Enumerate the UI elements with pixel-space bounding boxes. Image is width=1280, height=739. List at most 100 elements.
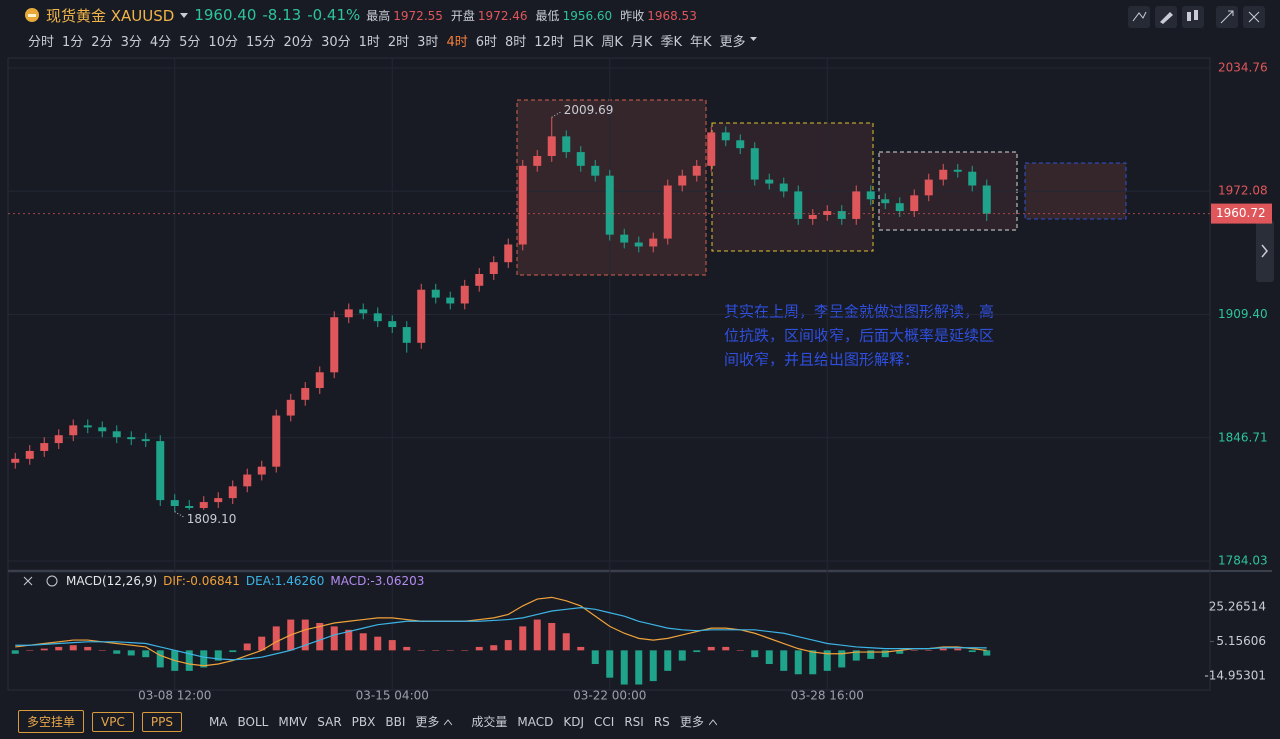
indicator[interactable]: PBX bbox=[351, 714, 376, 729]
candle-body bbox=[663, 185, 672, 239]
top-right-tools bbox=[1128, 6, 1274, 282]
candle-body bbox=[837, 211, 846, 219]
indicator[interactable]: 更多 bbox=[679, 715, 704, 729]
candle-body bbox=[576, 152, 585, 166]
candle-body bbox=[866, 191, 875, 200]
histogram-bar bbox=[954, 648, 962, 651]
timeframe-tab[interactable]: 8时 bbox=[505, 35, 527, 50]
legend-name: DEA: bbox=[246, 574, 275, 588]
histogram-bar bbox=[113, 650, 121, 654]
timeframe-tab[interactable]: 4时 bbox=[446, 35, 468, 50]
last-price-tag bbox=[1211, 203, 1272, 224]
last-price-label: 1960.72 bbox=[1216, 206, 1266, 220]
min-label: 1809.10 bbox=[187, 512, 237, 526]
stat-value: 1956.60 bbox=[562, 8, 613, 23]
candle-body bbox=[170, 500, 179, 506]
indicator[interactable]: RSI bbox=[624, 714, 644, 729]
timeframe-tab[interactable]: 6时 bbox=[475, 35, 498, 50]
timeframe-tab[interactable]: 更多 bbox=[719, 35, 746, 50]
toggle-arrow bbox=[1261, 244, 1268, 258]
stat-value: 1972.55 bbox=[393, 8, 443, 23]
indicator[interactable]: RS bbox=[653, 714, 670, 729]
stat-value: 1972.46 bbox=[477, 8, 528, 23]
histogram-bar bbox=[809, 650, 817, 675]
candle-body bbox=[649, 238, 658, 247]
timeframe-tab[interactable]: 20分 bbox=[283, 35, 314, 50]
header: 现货黄金 XAUUSD 1960.40 -8.13 -0.41% 最高 1972.… bbox=[24, 4, 697, 26]
indicator[interactable]: BBI bbox=[385, 714, 406, 729]
timeframe-tab[interactable]: 4分 bbox=[149, 35, 172, 50]
timeframe-tab[interactable]: 1分 bbox=[62, 35, 84, 50]
histogram-bar bbox=[142, 650, 150, 658]
candle-body bbox=[141, 439, 150, 442]
timeframe-tab[interactable]: 2时 bbox=[387, 35, 410, 50]
indicator[interactable]: MMV bbox=[278, 714, 308, 729]
indicator[interactable]: MA bbox=[208, 714, 228, 729]
timeframe-tab[interactable]: 3时 bbox=[417, 35, 439, 50]
candle-body bbox=[895, 203, 904, 212]
candle-body bbox=[533, 156, 542, 166]
timeframe-tab[interactable]: 3分 bbox=[120, 35, 142, 50]
timeframe-tab[interactable]: 分时 bbox=[28, 35, 55, 50]
timeframe-tab[interactable]: 5分 bbox=[179, 35, 201, 50]
histogram-bar bbox=[258, 636, 266, 651]
indicator[interactable]: KDJ bbox=[563, 714, 585, 729]
tool-button[interactable] bbox=[1182, 6, 1204, 28]
candle-body bbox=[156, 441, 165, 501]
histogram-bar bbox=[852, 650, 860, 661]
histogram-bar bbox=[765, 650, 773, 665]
candle-body bbox=[272, 415, 281, 467]
tool-button[interactable] bbox=[1128, 6, 1150, 28]
histogram-bar bbox=[606, 650, 614, 678]
bottom-button[interactable]: VPC bbox=[92, 711, 134, 732]
indicator[interactable]: SAR bbox=[317, 714, 342, 729]
annotation-text: 位抗跌，区间收窄，后面大概率是延续区 bbox=[724, 327, 994, 345]
timeframe-tab[interactable]: 10分 bbox=[208, 35, 238, 50]
y-tick-label: 25.26514 bbox=[1209, 600, 1266, 614]
candle-body bbox=[257, 466, 266, 475]
timeframe-bar: 分时 1分 2分 3分 4分 5分 10分 15分 20分 30分 1时 2时 3时 4时 6时 8时 12时日… bbox=[24, 31, 758, 50]
box-drawing[interactable] bbox=[711, 122, 874, 252]
timeframe-tab[interactable]: 日K bbox=[571, 35, 594, 50]
macd-line bbox=[15, 607, 987, 661]
timeframe-tab[interactable]: 季K bbox=[660, 35, 682, 50]
legend-value: -0.06841 bbox=[186, 574, 240, 588]
histogram-bar bbox=[722, 646, 730, 651]
candle-body bbox=[924, 179, 933, 196]
max-marker bbox=[551, 110, 563, 118]
timeframe-tab[interactable]: 15分 bbox=[245, 35, 276, 50]
indicator[interactable]: MACD bbox=[517, 714, 554, 729]
candle-body bbox=[808, 215, 817, 219]
candle-body bbox=[301, 388, 310, 400]
histogram-bar bbox=[214, 650, 222, 661]
histogram-bar bbox=[388, 640, 396, 651]
histogram-bar bbox=[243, 643, 251, 651]
timeframe-tab[interactable]: 周K bbox=[601, 35, 623, 50]
histogram-bar bbox=[272, 626, 280, 651]
timeframe-tab[interactable]: 12时 bbox=[534, 35, 564, 50]
candle-body bbox=[98, 427, 107, 432]
histogram-bar bbox=[693, 650, 701, 653]
bottom-button[interactable]: 多空挂单 bbox=[18, 710, 85, 733]
bottom-button[interactable]: PPS bbox=[141, 711, 182, 732]
candle-body bbox=[910, 195, 919, 212]
timeframe-tab[interactable]: 1时 bbox=[358, 35, 380, 50]
timeframe-tab[interactable]: 年K bbox=[689, 35, 712, 50]
candle-body bbox=[678, 175, 687, 186]
indicator[interactable]: CCI bbox=[594, 714, 615, 729]
histogram-bar bbox=[983, 650, 991, 656]
timeframe-tab[interactable]: 月K bbox=[630, 35, 653, 50]
symbol[interactable]: 现货黄金 XAUUSD bbox=[46, 6, 175, 25]
candle-body bbox=[794, 191, 803, 219]
timeframe-tab[interactable]: 30分 bbox=[321, 35, 351, 50]
tool-icon bbox=[1132, 11, 1147, 22]
indicator[interactable]: BOLL bbox=[237, 714, 269, 729]
timeframe-tab[interactable]: 2分 bbox=[91, 35, 113, 50]
histogram-bar bbox=[84, 646, 92, 651]
histogram-bar bbox=[896, 650, 904, 654]
indicator[interactable]: 成交量 bbox=[471, 715, 508, 729]
histogram-bar bbox=[55, 646, 63, 651]
side-panel-toggle[interactable] bbox=[1256, 220, 1274, 282]
indicator[interactable]: 更多 bbox=[415, 715, 440, 729]
stat-label: 昨收 bbox=[620, 8, 645, 23]
